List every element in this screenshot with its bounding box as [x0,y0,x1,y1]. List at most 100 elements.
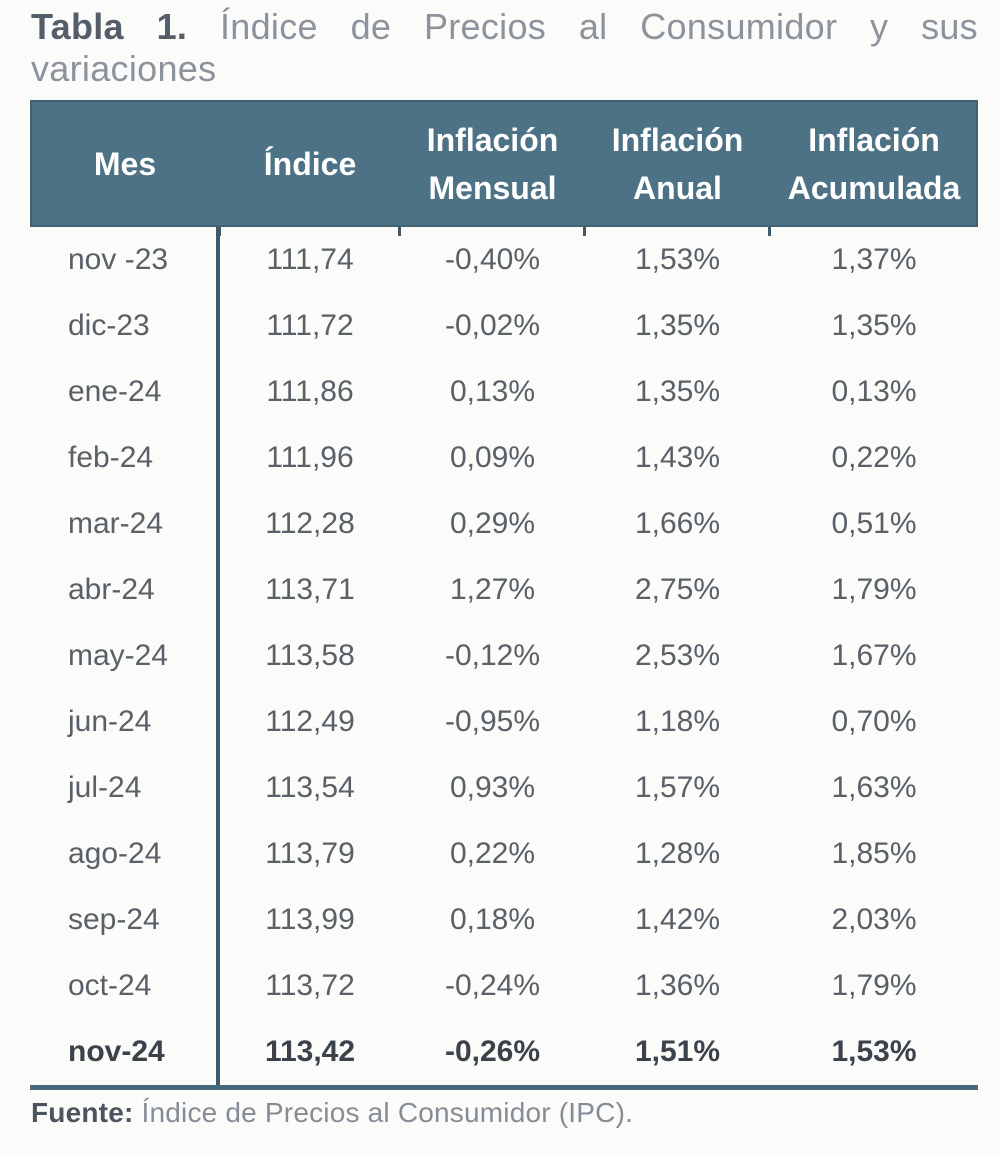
cell-inflacion-mensual: 0,18% [449,903,536,936]
header-cell-inflacion-acumulada: Inflación Acumulada [770,116,978,212]
cell-mes: nov -23 [30,227,220,293]
table-header-row: Mes Índice Inflación Mensual Inflación A… [30,100,978,236]
cell-mes: abr-24 [30,557,220,623]
cell-inflacion-acumulada: 1,79% [831,573,917,606]
ipc-table: Mes Índice Inflación Mensual Inflación A… [30,100,978,1090]
table-row: nov -23 111,74 -0,40% 1,53% 1,37% [30,227,978,293]
cell-indice: 112,28 [265,507,355,540]
cell-inflacion-anual: 1,35% [634,375,721,408]
header-cell-mes: Mes [93,145,157,182]
cell-inflacion-acumulada: 1,85% [831,837,917,870]
cell-inflacion-anual: 1,18% [634,705,721,738]
cell-mes: oct-24 [30,953,220,1019]
cell-mes: may-24 [30,623,220,689]
cell-inflacion-anual: 1,66% [634,507,721,540]
cell-indice: 112,49 [265,705,355,738]
table-number-label: Tabla 1. [31,6,188,47]
cell-indice: 113,79 [265,837,355,870]
cell-inflacion-anual: 1,36% [634,969,721,1002]
cell-inflacion-anual: 1,35% [634,309,721,342]
cell-indice: 111,96 [266,441,354,474]
cell-indice: 113,71 [265,573,355,606]
cell-mes: ago-24 [30,821,220,887]
header-cell-inflacion-anual: Inflación Anual [585,116,770,212]
cell-mes: feb-24 [30,425,220,491]
cell-inflacion-anual: 1,53% [634,243,721,276]
page-title: Tabla 1. Índice de Precios al Consumidor… [31,6,978,91]
header-line-inflacion: Inflación [611,121,744,158]
table-row: mar-24 112,28 0,29% 1,66% 0,51% [30,491,978,557]
cell-indice: 113,42 [264,1035,356,1068]
source-text: Índice de Precios al Consumidor (IPC). [141,1097,634,1128]
cell-inflacion-mensual: -0,26% [444,1035,541,1068]
cell-inflacion-anual: 1,43% [634,441,721,474]
cell-inflacion-acumulada: 1,63% [831,771,917,804]
column-boundary-tick [768,227,771,236]
table-title-text: Índice de Precios al Consumidor y sus va… [31,6,978,90]
cell-inflacion-acumulada: 1,67% [831,639,917,672]
cell-indice: 113,72 [265,969,355,1002]
cell-indice: 113,54 [265,771,355,804]
table-row: oct-24 113,72 -0,24% 1,36% 1,79% [30,953,978,1019]
header-line-anual: Anual [633,169,722,206]
source-note: Fuente: Índice de Precios al Consumidor … [31,1097,978,1129]
header-line-mensual: Mensual [428,169,557,206]
table-row: ago-24 113,79 0,22% 1,28% 1,85% [30,821,978,887]
cell-inflacion-mensual: 0,29% [449,507,536,540]
cell-inflacion-mensual: -0,24% [444,969,541,1002]
cell-inflacion-anual: 1,42% [634,903,721,936]
cell-inflacion-mensual: 0,13% [449,375,536,408]
cell-indice: 113,58 [265,639,355,672]
cell-inflacion-mensual: 0,93% [449,771,536,804]
table-row: ene-24 111,86 0,13% 1,35% 0,13% [30,359,978,425]
cell-inflacion-acumulada: 1,37% [831,243,917,276]
cell-inflacion-mensual: 1,27% [449,573,536,606]
cell-inflacion-acumulada: 0,13% [831,375,917,408]
column-boundary-tick [583,227,586,236]
table-row: may-24 113,58 -0,12% 2,53% 1,67% [30,623,978,689]
source-label: Fuente: [31,1097,134,1128]
cell-mes: mar-24 [30,491,220,557]
cell-mes: dic-23 [30,293,220,359]
cell-inflacion-acumulada: 1,35% [831,309,917,342]
table-row: sep-24 113,99 0,18% 1,42% 2,03% [30,887,978,953]
cell-inflacion-acumulada: 0,70% [831,705,917,738]
header-cell-indice: Índice [263,145,357,182]
cell-indice: 111,74 [266,243,354,276]
column-boundary-tick [398,227,401,236]
header-cell-inflacion-mensual: Inflación Mensual [400,116,585,212]
cell-inflacion-mensual: -0,95% [444,705,541,738]
cell-inflacion-acumulada: 1,53% [831,1035,917,1068]
cell-inflacion-acumulada: 0,22% [831,441,917,474]
header-line-acumulada: Acumulada [787,169,961,206]
cell-mes: jun-24 [30,689,220,755]
cell-inflacion-anual: 2,53% [634,639,721,672]
cell-inflacion-mensual: -0,12% [444,639,541,672]
cell-mes: ene-24 [30,359,220,425]
table-row: jul-24 113,54 0,93% 1,57% 1,63% [30,755,978,821]
cell-mes: sep-24 [30,887,220,953]
cell-mes: nov-24 [30,1019,220,1085]
cell-inflacion-mensual: -0,02% [444,309,541,342]
cell-inflacion-acumulada: 0,51% [831,507,917,540]
cell-indice: 111,86 [266,375,354,408]
cell-indice: 113,99 [265,903,355,936]
cell-inflacion-mensual: 0,09% [449,441,536,474]
cell-inflacion-acumulada: 2,03% [831,903,917,936]
cell-mes: jul-24 [30,755,220,821]
cell-inflacion-anual: 1,28% [634,837,721,870]
table-row: dic-23 111,72 -0,02% 1,35% 1,35% [30,293,978,359]
cell-inflacion-mensual: 0,22% [449,837,536,870]
cell-inflacion-anual: 1,51% [634,1035,721,1068]
table-row: jun-24 112,49 -0,95% 1,18% 0,70% [30,689,978,755]
cell-inflacion-mensual: -0,40% [444,243,541,276]
table-row: nov-24 113,42 -0,26% 1,51% 1,53% [30,1019,978,1085]
column-boundary-tick [218,227,221,236]
cell-inflacion-anual: 1,57% [634,771,721,804]
table-body: nov -23 111,74 -0,40% 1,53% 1,37% dic-23… [30,227,978,1090]
header-line-inflacion: Inflación [808,121,940,158]
table-row: feb-24 111,96 0,09% 1,43% 0,22% [30,425,978,491]
header-line-inflacion: Inflación [426,121,559,158]
cell-indice: 111,72 [266,309,354,342]
